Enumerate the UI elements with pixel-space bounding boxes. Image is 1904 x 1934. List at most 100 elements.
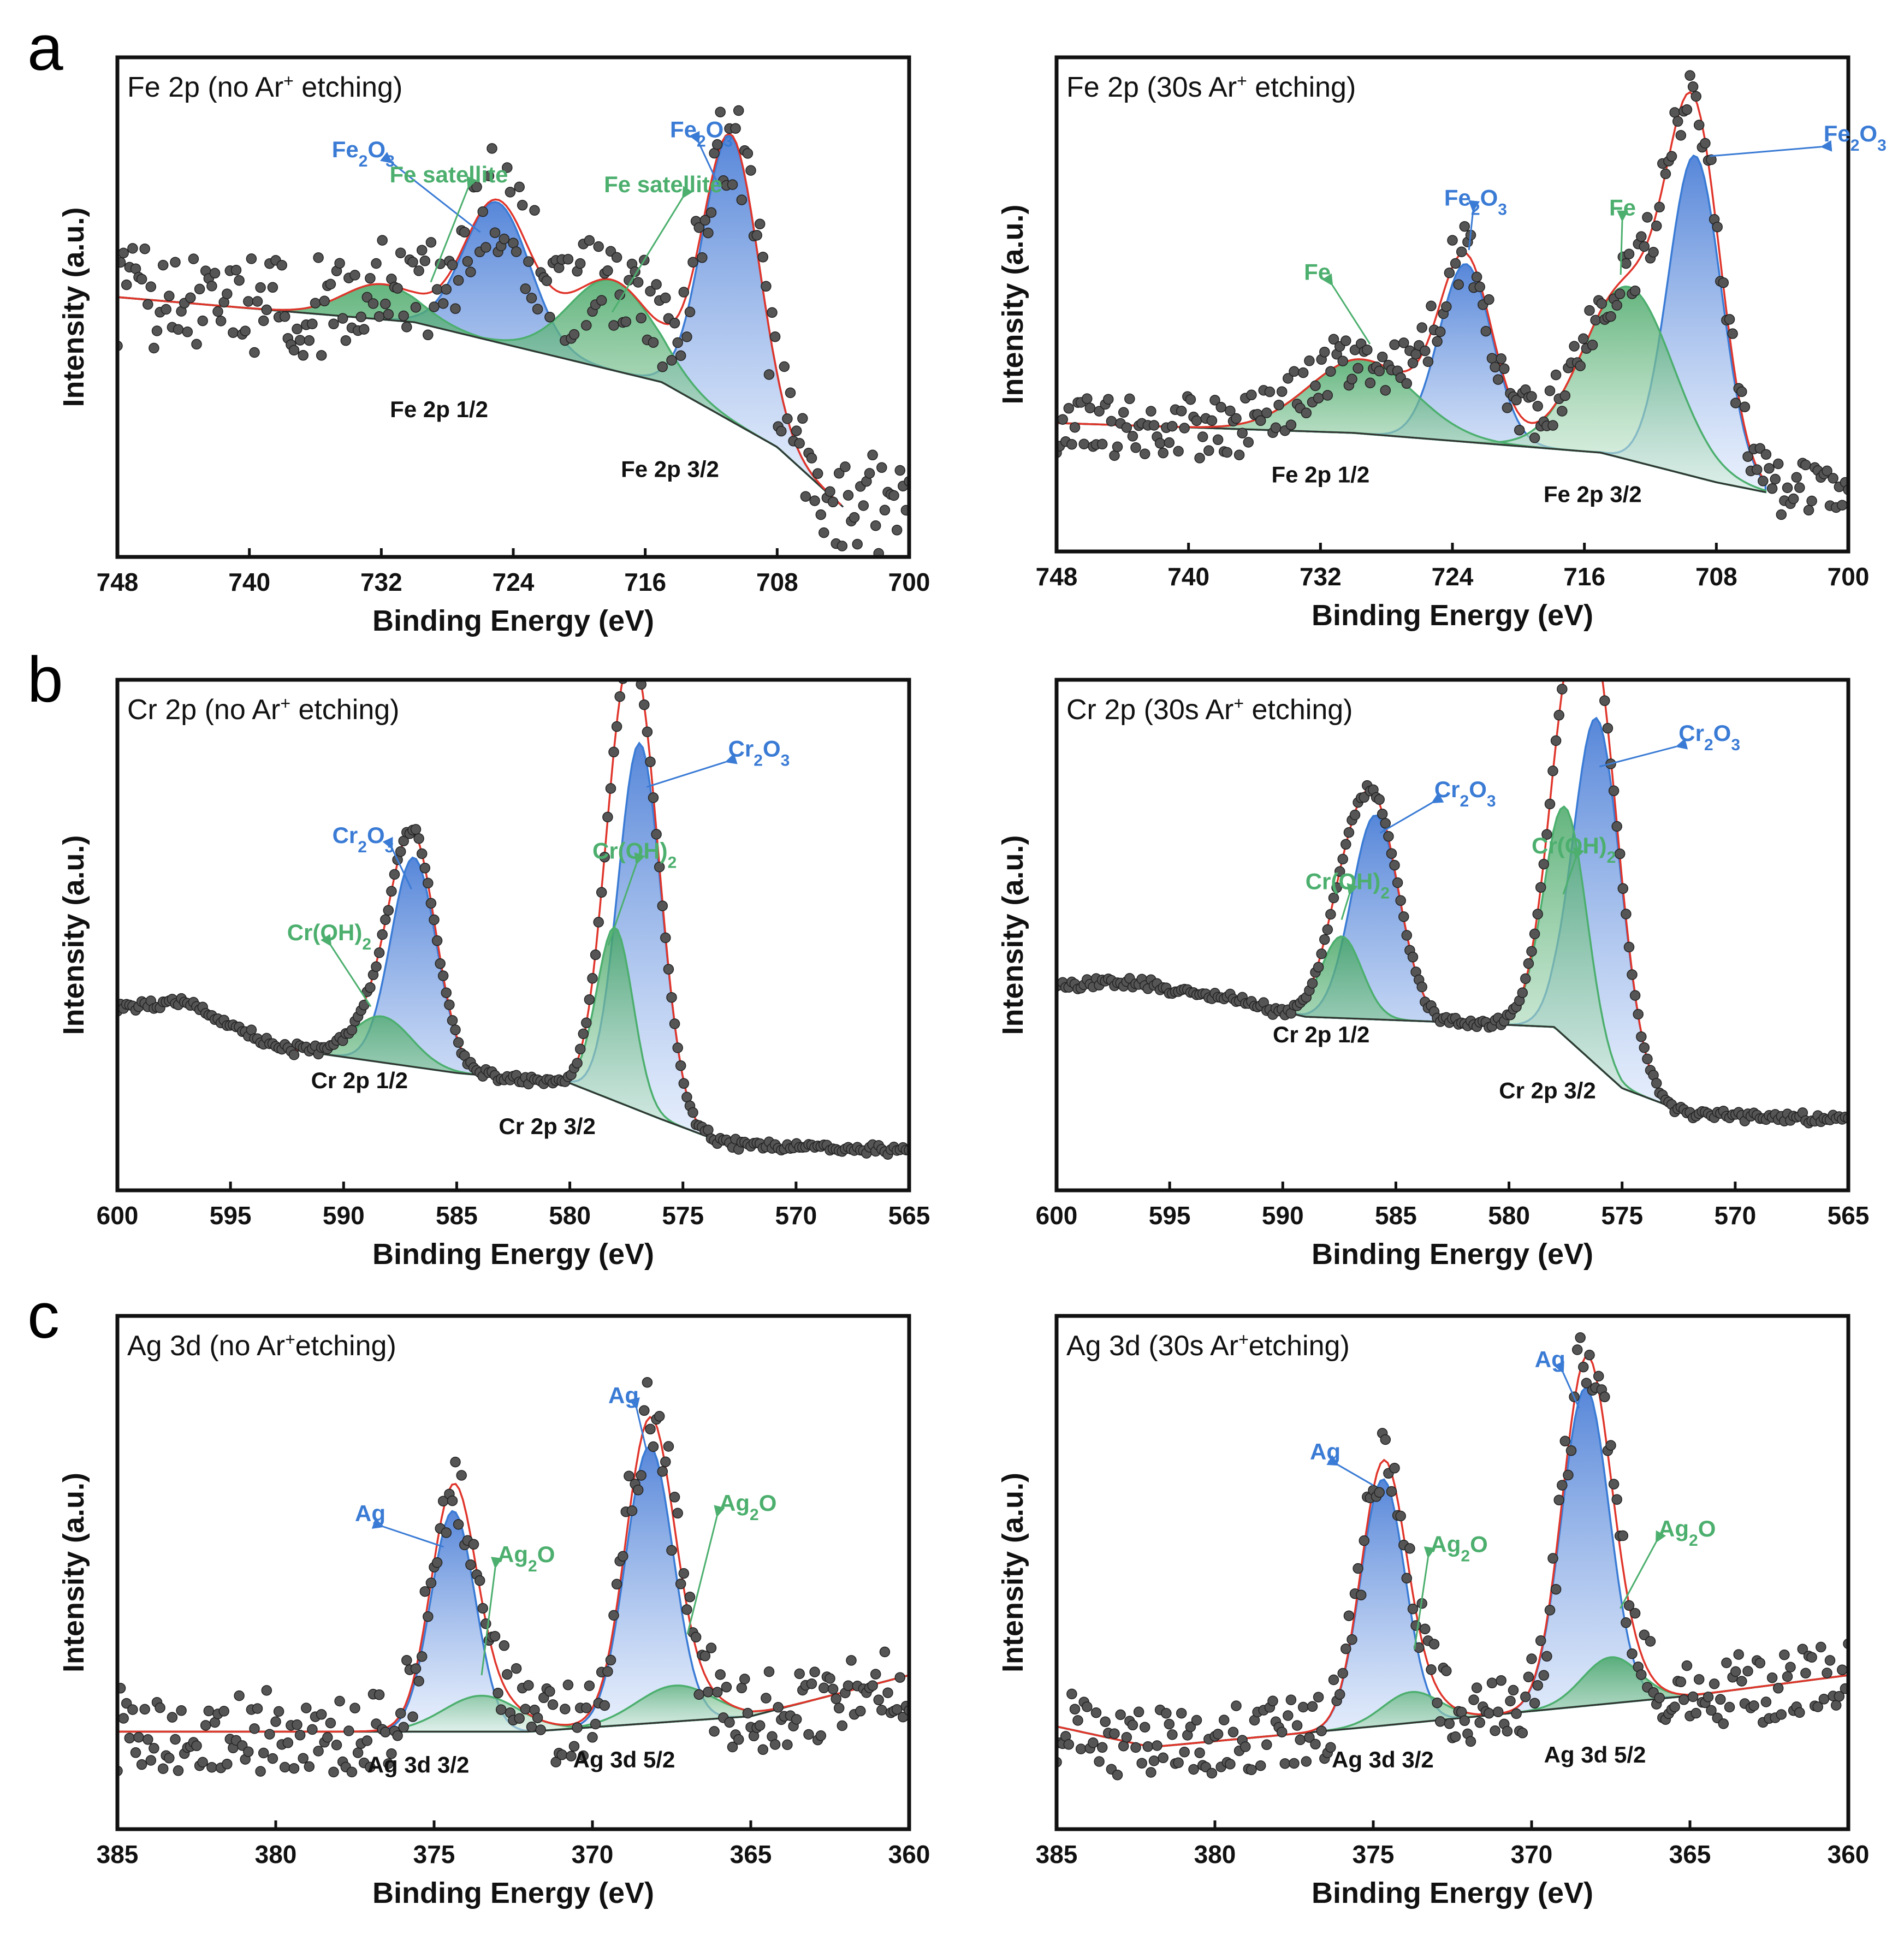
data-point — [794, 1668, 805, 1680]
data-point — [465, 1559, 476, 1570]
data-point — [1471, 1682, 1482, 1693]
data-point — [693, 1689, 704, 1700]
data-point — [431, 935, 443, 946]
data-point — [535, 1724, 546, 1735]
data-point — [365, 1761, 376, 1773]
data-point — [1340, 335, 1351, 346]
peak-annotation: Cr(OH)2 — [592, 838, 677, 871]
data-point — [636, 1470, 646, 1481]
data-point — [1693, 1674, 1705, 1685]
data-point — [1319, 934, 1330, 945]
data-point — [1639, 1629, 1650, 1640]
peak-annotation: Ag — [1535, 1346, 1565, 1372]
data-point — [401, 322, 412, 333]
region-label: Cr 2p 3/2 — [499, 1113, 595, 1139]
data-point — [294, 1729, 306, 1741]
data-point — [328, 1766, 339, 1778]
data-point — [413, 265, 424, 276]
data-point — [1237, 428, 1248, 438]
data-point — [651, 279, 662, 290]
data-point — [1401, 930, 1413, 941]
data-point — [1283, 1710, 1294, 1721]
data-point — [657, 361, 668, 372]
data-point — [288, 1763, 300, 1774]
data-point — [1557, 1480, 1568, 1491]
data-point — [605, 783, 616, 794]
peak-annotation: Cr2O3 — [1434, 776, 1496, 810]
data-point — [599, 1700, 610, 1711]
data-point — [529, 205, 540, 216]
data-point — [1782, 1671, 1793, 1682]
data-point — [1517, 987, 1528, 998]
data-point — [699, 215, 711, 226]
x-tick-label: 360 — [888, 1840, 930, 1868]
data-point — [1212, 434, 1224, 446]
data-point — [681, 1604, 692, 1615]
plot-frame — [115, 1314, 911, 1831]
data-point — [1057, 414, 1068, 425]
data-point — [1362, 345, 1373, 355]
x-tick-label: 570 — [775, 1201, 817, 1230]
data-point — [230, 264, 242, 276]
data-point — [1557, 684, 1568, 695]
data-point — [560, 1704, 571, 1715]
data-point — [1377, 809, 1388, 820]
data-point — [1602, 722, 1614, 734]
data-point — [1492, 1706, 1504, 1717]
chart-fe-30s-etch: 748 740 732 724 716 708 700 Binding Energy (eV)… — [997, 55, 1887, 632]
annotation-arrow — [481, 1557, 502, 1676]
data-point — [1499, 363, 1510, 375]
data-point — [645, 286, 656, 297]
background-line — [117, 296, 844, 508]
data-point — [495, 1704, 507, 1715]
x-tick-label: 575 — [1601, 1201, 1643, 1230]
data-point — [1818, 1694, 1830, 1705]
data-point — [1416, 322, 1427, 333]
data-point — [161, 304, 171, 315]
data-point — [361, 292, 373, 303]
data-point — [307, 318, 318, 329]
data-point — [1270, 422, 1282, 434]
data-point — [1617, 1530, 1629, 1541]
data-point — [1410, 1620, 1421, 1631]
data-point — [779, 361, 790, 372]
data-point — [572, 1722, 583, 1733]
data-point — [1824, 1655, 1836, 1666]
data-point — [149, 1743, 159, 1754]
data-point — [867, 449, 878, 461]
x-tick-label: 595 — [210, 1201, 252, 1230]
x-tick-label: 748 — [97, 568, 139, 596]
data-point — [316, 1709, 327, 1720]
data-point — [258, 1747, 269, 1759]
data-point — [249, 1723, 260, 1734]
data-point — [1496, 1675, 1506, 1686]
data-point — [1176, 1707, 1187, 1719]
data-point — [352, 1747, 364, 1758]
data-point — [1535, 1635, 1546, 1646]
data-point — [1295, 1734, 1306, 1746]
data-point — [437, 970, 449, 981]
data-point — [660, 292, 671, 304]
data-point — [1687, 1691, 1699, 1702]
data-point — [1328, 892, 1339, 904]
data-point — [288, 1049, 300, 1060]
y-axis-label: Intensity (a.u.) — [997, 835, 1029, 1035]
data-point — [1426, 1664, 1437, 1675]
data-point — [1563, 638, 1573, 648]
data-point — [1538, 1670, 1550, 1681]
data-point — [164, 290, 175, 301]
data-point — [1428, 1639, 1440, 1650]
region-label: Ag 3d 3/2 — [367, 1752, 470, 1778]
x-tick-label: 600 — [1036, 1201, 1078, 1230]
data-point — [340, 335, 352, 346]
data-point — [117, 1683, 126, 1694]
x-axis-label: Binding Energy (eV) — [1312, 599, 1593, 632]
data-point — [1788, 493, 1799, 505]
data-point — [1349, 809, 1361, 821]
data-point — [407, 257, 418, 268]
data-point — [1654, 1692, 1665, 1704]
data-point — [1508, 1684, 1519, 1696]
data-point — [1347, 373, 1357, 385]
data-point — [709, 1726, 720, 1737]
data-point — [1203, 445, 1214, 456]
